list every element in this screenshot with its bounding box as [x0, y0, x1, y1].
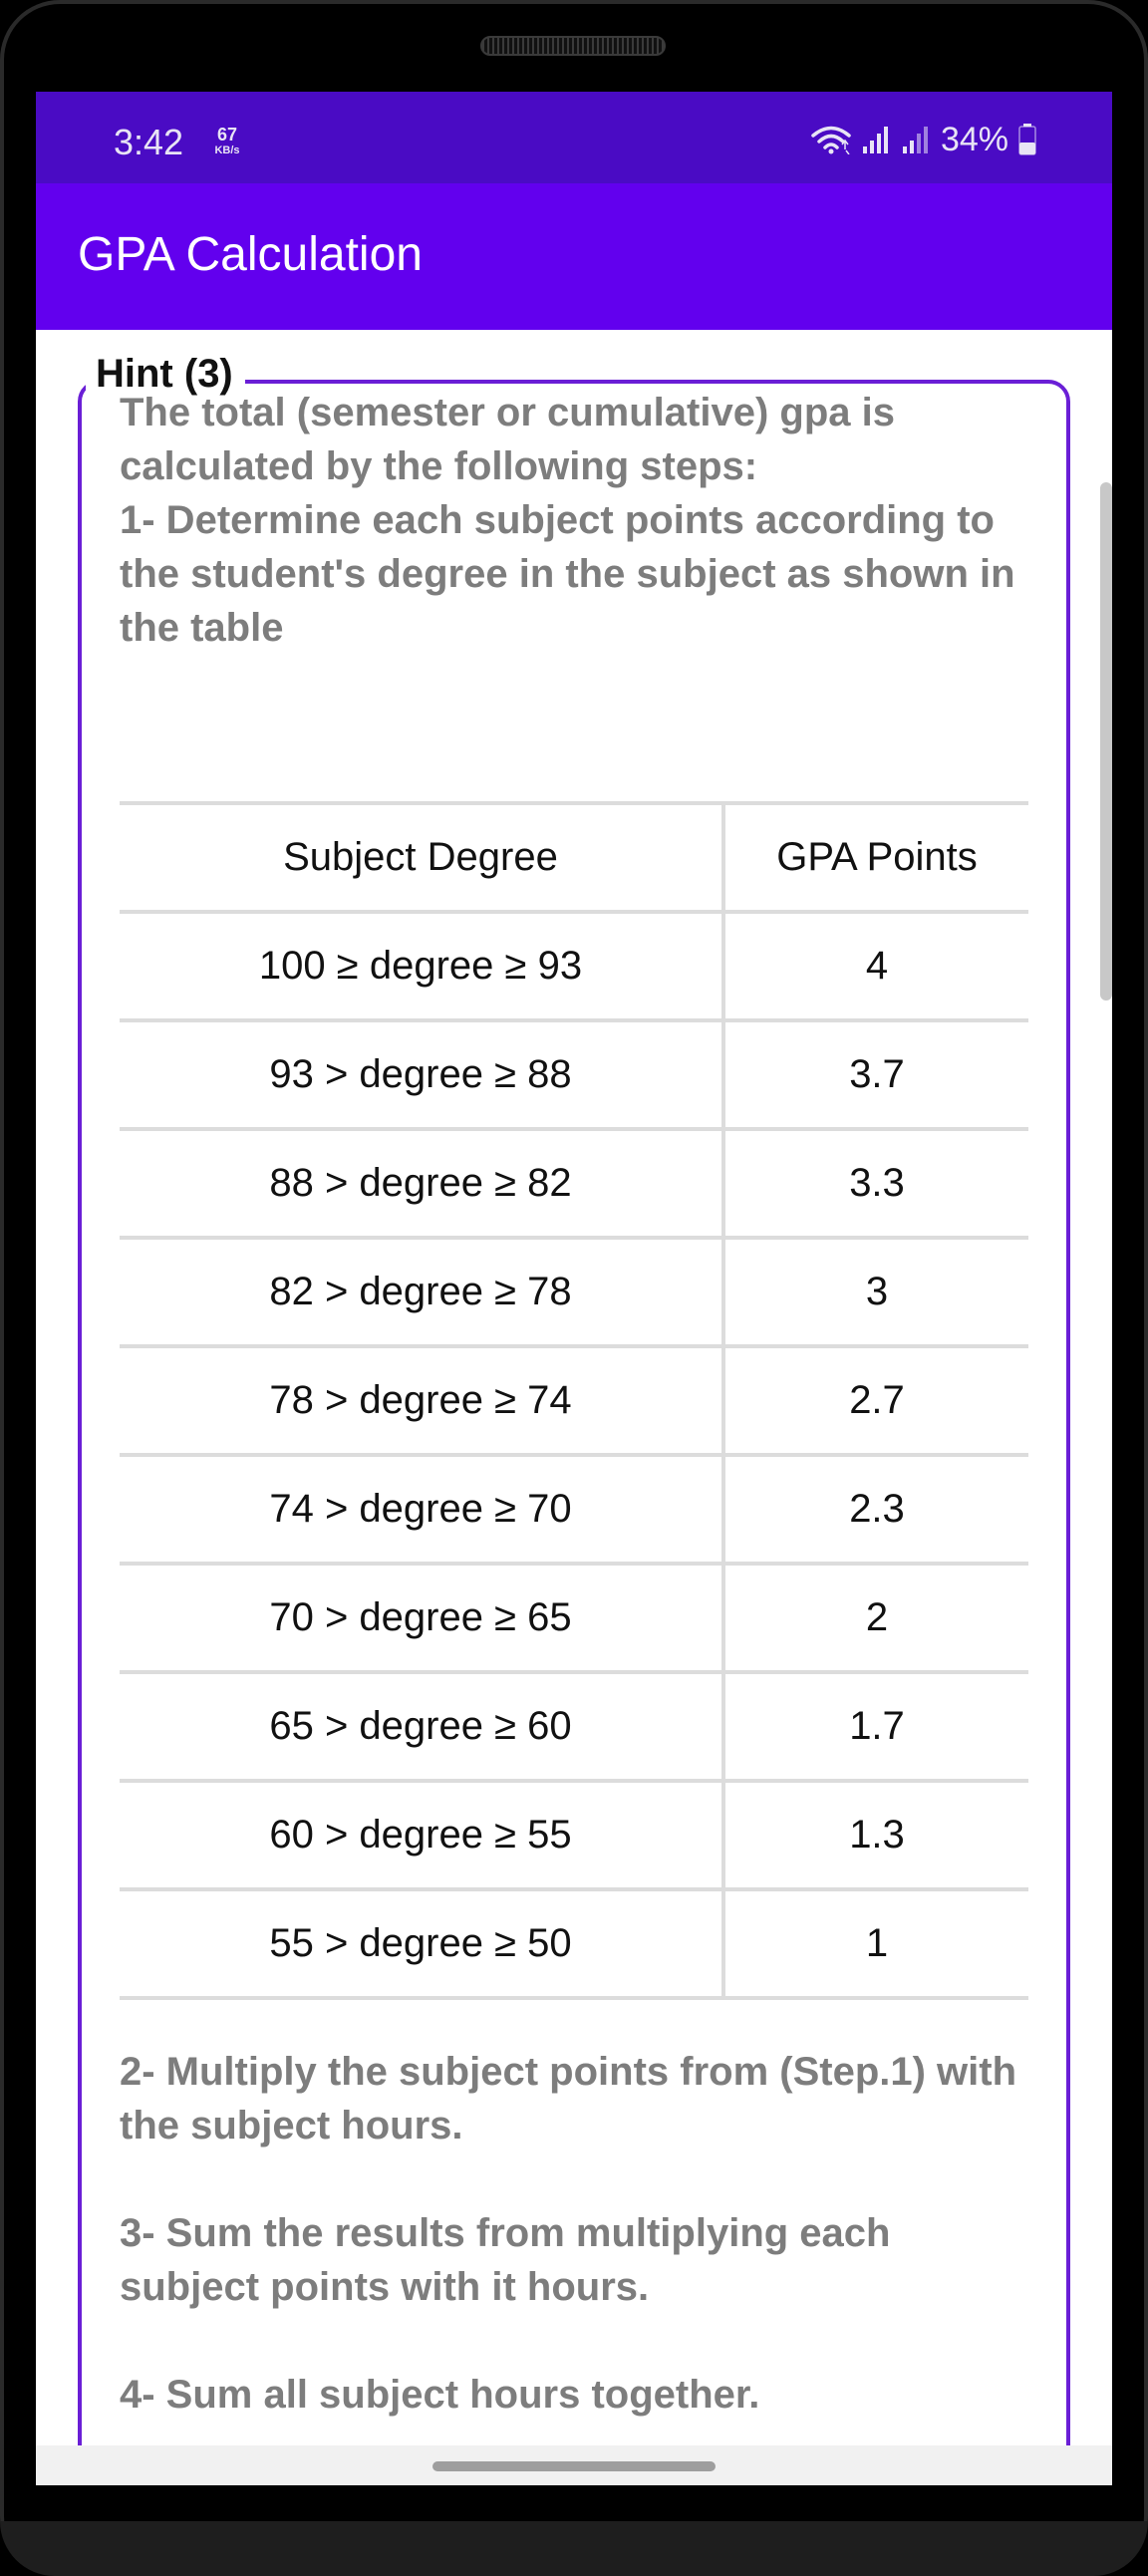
degree-range: 60 > degree ≥ 55 — [120, 1779, 725, 1891]
degree-range: 100 ≥ degree ≥ 93 — [120, 910, 725, 1022]
hint-step-3: 3- Sum the results from multiplying each… — [120, 2211, 891, 2309]
status-icons: 34% — [811, 120, 1036, 159]
degree-range: 74 > degree ≥ 70 — [120, 1453, 725, 1566]
status-bar: 3:42 67 KB/s — [36, 92, 1112, 183]
table-row: 82 > degree ≥ 78 3 — [120, 1236, 1028, 1348]
degree-range: 65 > degree ≥ 60 — [120, 1670, 725, 1783]
app-bar: GPA Calculation — [36, 183, 1112, 330]
hint-step-4: 4- Sum all subject hours together. — [120, 2373, 760, 2417]
net-speed-value: 67 — [216, 125, 238, 144]
hint-step-1: 1- Determine each subject points accordi… — [120, 498, 1015, 650]
home-gesture-handle[interactable] — [432, 2461, 716, 2471]
table-row: 93 > degree ≥ 88 3.7 — [120, 1018, 1028, 1131]
gpa-points: 2.3 — [723, 1453, 1028, 1566]
table-row: 60 > degree ≥ 55 1.3 — [120, 1779, 1028, 1891]
gpa-points: 1.7 — [723, 1670, 1028, 1783]
gpa-table: Subject Degree GPA Points 100 ≥ degree ≥… — [120, 801, 1028, 2000]
battery-percent: 34% — [940, 120, 1008, 158]
signal-icon — [862, 127, 888, 153]
net-speed: 67 KB/s — [205, 126, 249, 156]
gpa-points: 3.7 — [723, 1018, 1028, 1131]
speaker-grille — [480, 36, 666, 56]
bottom-bezel — [0, 2521, 1148, 2576]
degree-range: 82 > degree ≥ 78 — [120, 1236, 725, 1348]
table-row: 78 > degree ≥ 74 2.7 — [120, 1344, 1028, 1457]
gpa-points: 2 — [723, 1562, 1028, 1674]
table-row: 100 ≥ degree ≥ 93 4 — [120, 910, 1028, 1022]
header-subject-degree: Subject Degree — [120, 801, 725, 914]
degree-range: 55 > degree ≥ 50 — [120, 1887, 725, 2000]
screen: 3:42 67 KB/s — [36, 92, 1112, 2445]
gpa-points: 1.3 — [723, 1779, 1028, 1891]
app-title: GPA Calculation — [78, 228, 423, 281]
header-gpa-points: GPA Points — [723, 801, 1028, 914]
status-time: 3:42 — [114, 122, 184, 162]
net-speed-unit: KB/s — [214, 144, 240, 156]
hint-card — [78, 380, 1070, 2445]
degree-range: 93 > degree ≥ 88 — [120, 1018, 725, 1131]
scrollbar[interactable] — [1100, 482, 1112, 1001]
hint-intro: The total (semester or cumulative) gpa i… — [120, 391, 895, 488]
hint-step-2: 2- Multiply the subject points from (Ste… — [120, 2050, 1017, 2147]
degree-range: 88 > degree ≥ 82 — [120, 1127, 725, 1240]
content-scroll-area[interactable]: Hint (3) The total (semester or cumulati… — [36, 330, 1112, 2445]
table-row: 74 > degree ≥ 70 2.3 — [120, 1453, 1028, 1566]
gpa-points: 3.3 — [723, 1127, 1028, 1240]
table-header-row: Subject Degree GPA Points — [120, 801, 1028, 914]
gpa-points: 4 — [723, 910, 1028, 1022]
battery-icon — [1018, 124, 1036, 155]
gpa-points: 2.7 — [723, 1344, 1028, 1457]
degree-range: 70 > degree ≥ 65 — [120, 1562, 725, 1674]
table-row: 65 > degree ≥ 60 1.7 — [120, 1670, 1028, 1783]
wifi-icon — [811, 126, 851, 154]
signal-icon — [902, 127, 928, 153]
gpa-points: 3 — [723, 1236, 1028, 1348]
table-row: 55 > degree ≥ 50 1 — [120, 1887, 1028, 2000]
hint-legend: Hint (3) — [86, 352, 245, 397]
degree-range: 78 > degree ≥ 74 — [120, 1344, 725, 1457]
gpa-points: 1 — [723, 1887, 1028, 2000]
table-row: 88 > degree ≥ 82 3.3 — [120, 1127, 1028, 1240]
table-row: 70 > degree ≥ 65 2 — [120, 1562, 1028, 1674]
